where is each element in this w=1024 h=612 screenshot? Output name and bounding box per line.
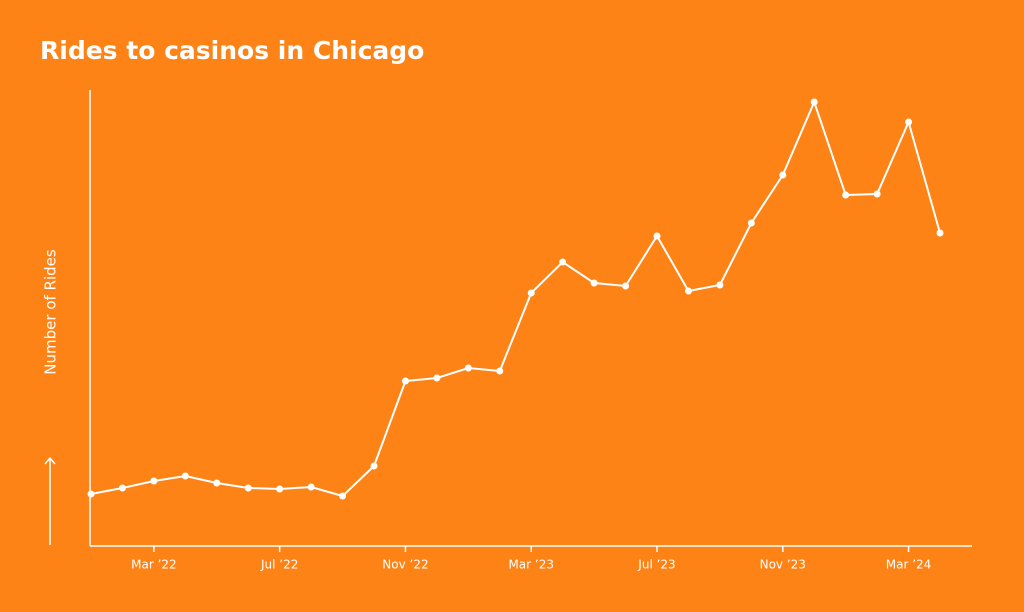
point xyxy=(590,279,598,287)
point xyxy=(496,367,504,375)
point xyxy=(433,374,441,382)
point xyxy=(905,118,913,126)
point xyxy=(276,485,284,493)
y-arrow xyxy=(44,456,56,545)
point xyxy=(842,191,850,199)
point xyxy=(779,171,787,179)
point xyxy=(810,98,818,106)
point xyxy=(622,282,630,290)
x-tick-label: Nov ’23 xyxy=(760,558,806,572)
point xyxy=(307,483,315,491)
x-tick-label: Mar ’24 xyxy=(886,558,932,572)
point xyxy=(684,287,692,295)
y-axis-label: Number of Rides xyxy=(42,249,60,375)
x-tick-label: Mar ’23 xyxy=(508,558,554,572)
point xyxy=(559,258,567,266)
x-tick-label: Jul ’22 xyxy=(260,558,298,572)
x-tick-label: Mar ’22 xyxy=(131,558,177,572)
point xyxy=(370,462,378,470)
point xyxy=(401,377,409,385)
point xyxy=(118,484,126,492)
line xyxy=(90,99,941,498)
point xyxy=(244,484,252,492)
chart-title: Rides to casinos in Chicago xyxy=(40,36,424,65)
point xyxy=(464,364,472,372)
point xyxy=(87,490,95,498)
point xyxy=(150,477,158,485)
x-tick-label: Nov ’22 xyxy=(382,558,428,572)
point xyxy=(873,190,881,198)
point xyxy=(653,232,661,240)
point xyxy=(747,219,755,227)
point xyxy=(339,492,347,500)
point xyxy=(936,229,944,237)
point xyxy=(213,479,221,487)
point xyxy=(181,472,189,480)
x-tick-label: Jul ’23 xyxy=(637,558,675,572)
point xyxy=(716,281,724,289)
point xyxy=(527,289,535,297)
